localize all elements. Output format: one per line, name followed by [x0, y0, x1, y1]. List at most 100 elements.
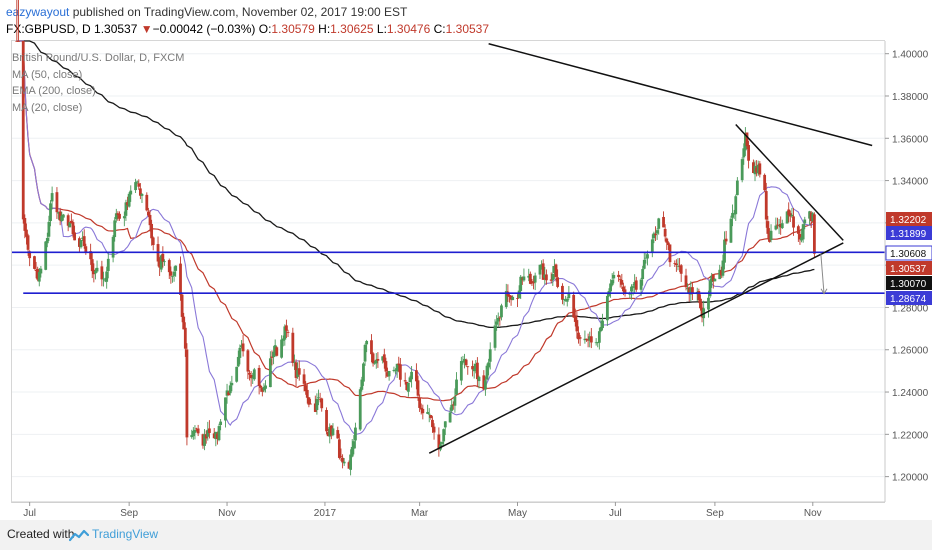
high-label: H: [318, 22, 331, 36]
close-value-ohlc: 1.30537 [445, 22, 490, 36]
candle-body [549, 279, 553, 281]
candle-body [745, 132, 749, 147]
legend-title: British Pound/U.S. Dollar, D, FXCM [12, 52, 185, 64]
candle-body [66, 215, 70, 226]
candle-body [763, 174, 767, 191]
candle-body [174, 265, 178, 271]
candle-body [554, 264, 558, 277]
legend-ma20[interactable]: MA (20, close) [12, 101, 83, 114]
candle-body [612, 275, 616, 279]
candle-body [182, 316, 186, 330]
candle-body [801, 224, 805, 240]
candle-body [44, 241, 48, 270]
candle-body [201, 434, 205, 446]
tradingview-brand[interactable]: TradingView [92, 527, 159, 541]
author-link[interactable]: eazywayout [6, 5, 70, 19]
time-axis: Jul Sep Nov 2017 Mar May Jul Sep Nov [12, 501, 885, 519]
candle-body [207, 428, 211, 433]
candle-body [60, 215, 64, 222]
candle-body [631, 286, 635, 288]
symbol-label[interactable]: FX:GBPUSD, D [6, 22, 91, 36]
trend-line [488, 43, 873, 147]
time-tick-label: Sep [706, 508, 724, 519]
candle-body [429, 415, 433, 418]
candle-body [732, 213, 736, 215]
time-tick-label: Sep [120, 508, 138, 519]
candle-body [768, 233, 771, 242]
high-value: 1.30625 [330, 22, 374, 36]
candle-body [392, 369, 396, 372]
candle-body [342, 461, 346, 464]
candle-body [373, 362, 377, 364]
candle-body [708, 280, 712, 297]
candle-body [707, 297, 710, 310]
candle-body [272, 351, 275, 358]
candle-body [350, 446, 354, 457]
candle-body [273, 345, 277, 353]
candle-body [89, 251, 93, 260]
candle-body [453, 396, 457, 406]
created-with-label: Created with [7, 527, 75, 541]
candle-body [485, 365, 489, 380]
candle-body [742, 148, 746, 158]
candle-body [238, 347, 242, 358]
candle-body [241, 343, 245, 352]
candle-body [111, 236, 115, 258]
candle-body [496, 317, 500, 322]
price-label: 1.30070 [890, 279, 927, 290]
candle-body [459, 361, 463, 381]
candle-body [646, 254, 649, 259]
candle-body [358, 389, 362, 430]
candle-body [84, 246, 88, 253]
legend-ma50[interactable]: MA (50, close) [12, 68, 83, 81]
candle-body [159, 255, 163, 270]
candle-body [684, 275, 688, 288]
candle-body [82, 236, 86, 247]
candle-body [230, 382, 234, 386]
candle-body [509, 295, 513, 300]
candle-body [577, 332, 580, 340]
legend-ema200[interactable]: EMA (200, close) [12, 85, 96, 97]
price-chart[interactable]: 1.400001.380001.360001.340001.320001.300… [0, 0, 932, 520]
candle-body [15, 41, 19, 42]
price-tick-label: 1.34000 [892, 177, 929, 188]
candle-body [69, 220, 73, 224]
candle-body [419, 407, 423, 410]
candle-body [196, 428, 200, 434]
candle-body [700, 307, 704, 318]
candle-body [519, 276, 523, 291]
candle-body [387, 370, 391, 377]
candle-body [203, 434, 206, 446]
candle-body [723, 239, 726, 263]
candle-body [235, 366, 239, 382]
time-tick-label: Jul [23, 508, 36, 519]
candle-body [540, 264, 543, 267]
chart-header: eazywayout published on TradingView.com,… [0, 0, 932, 40]
candle-body [432, 426, 436, 433]
candle-body [597, 331, 601, 343]
candle-body [275, 347, 279, 356]
candle-body [347, 462, 351, 469]
candle-body [183, 327, 187, 349]
tradingview-logo-icon[interactable] [68, 529, 90, 548]
candle-body [305, 389, 309, 398]
candle-body [787, 209, 791, 216]
candle-body [517, 290, 521, 299]
candle-body [508, 295, 511, 297]
low-value: 1.30476 [386, 22, 431, 36]
candle-body [808, 211, 811, 219]
candle-body [228, 385, 232, 394]
candle-body [809, 212, 813, 222]
candle-body [362, 363, 365, 382]
candle-body [785, 211, 789, 224]
candle-body [134, 182, 137, 191]
candle-body [105, 271, 109, 282]
candle-body [747, 145, 750, 161]
candle-body [572, 294, 576, 318]
candle-body [498, 317, 502, 319]
candle-body [617, 274, 621, 278]
candle-body [769, 230, 773, 241]
candle-body [743, 133, 747, 151]
candle-body [138, 188, 142, 196]
footer: Created with TradingView [0, 520, 932, 550]
